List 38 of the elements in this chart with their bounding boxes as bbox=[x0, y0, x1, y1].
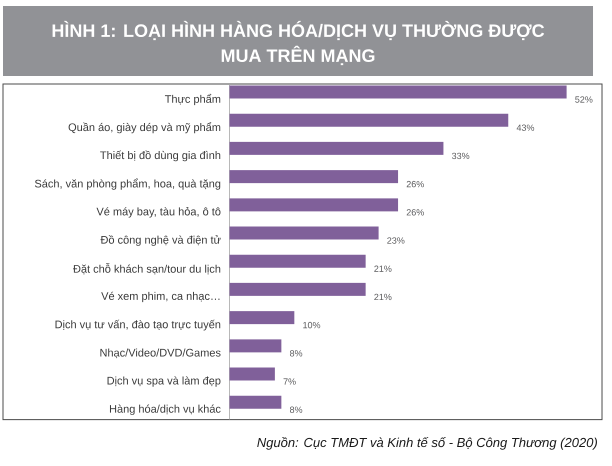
text: Nguồn: Cục TMĐT và Kinh tế số - Bộ Công Thương (2020) bbox=[257, 437, 597, 450]
data-label: 33% bbox=[452, 152, 470, 160]
data-label: 26% bbox=[406, 180, 424, 188]
bar bbox=[230, 226, 379, 240]
data-label: 8% bbox=[290, 350, 302, 357]
chart-title: HÌNH 1: LOẠI HÌNH HÀNG HÓA/DỊCH VỤ THƯỜNG ĐƯỢC MUA TRÊN MẠNG bbox=[52, 20, 544, 66]
bar bbox=[230, 86, 567, 99]
y-tick-label: Thiết bị đồ dùng gia đình bbox=[100, 150, 220, 162]
data-label: 26% bbox=[406, 209, 424, 216]
bar bbox=[230, 368, 275, 381]
y-tick-label: Dịch vụ tư vấn, đào tạo trực tuyến bbox=[56, 320, 220, 330]
data-label: 21% bbox=[374, 266, 392, 272]
y-tick-label: Vé máy bay, tàu hỏa, ô tô bbox=[96, 207, 220, 218]
data-label: 8% bbox=[290, 406, 302, 413]
bar bbox=[230, 339, 282, 352]
bar bbox=[230, 282, 366, 296]
bar bbox=[230, 311, 294, 324]
bar bbox=[230, 198, 398, 212]
y-tick-label: Đồ công nghệ và điện tử bbox=[100, 235, 221, 246]
y-tick-label: Nhạc/Video/DVD/Games bbox=[100, 348, 221, 358]
bar bbox=[230, 396, 282, 409]
bar bbox=[230, 254, 366, 268]
data-label: 23% bbox=[387, 237, 404, 244]
data-label: 7% bbox=[284, 378, 296, 385]
y-tick-label: Đặt chỗ khách sạn/tour du lịch bbox=[73, 263, 220, 274]
y-tick-label: Dịch vụ spa và làm đẹp bbox=[108, 376, 220, 387]
y-tick-label: Quần áo, giày dép và mỹ phẩm bbox=[68, 122, 220, 134]
bar bbox=[230, 170, 398, 184]
data-label: 10% bbox=[303, 322, 320, 328]
y-tick-label: Thực phẩm bbox=[164, 94, 220, 106]
y-tick-label: Vé xem phim, ca nhạc… bbox=[101, 292, 220, 302]
y-tick-label: Sách, văn phòng phẩm, hoa, quà tặng bbox=[34, 178, 220, 190]
bar bbox=[230, 114, 508, 127]
bar bbox=[230, 142, 444, 155]
data-label: 52% bbox=[575, 96, 592, 103]
data-label: 43% bbox=[516, 124, 534, 131]
y-tick-label: Hàng hóa/dịch vụ khác bbox=[110, 404, 221, 415]
data-label: 21% bbox=[374, 294, 392, 300]
